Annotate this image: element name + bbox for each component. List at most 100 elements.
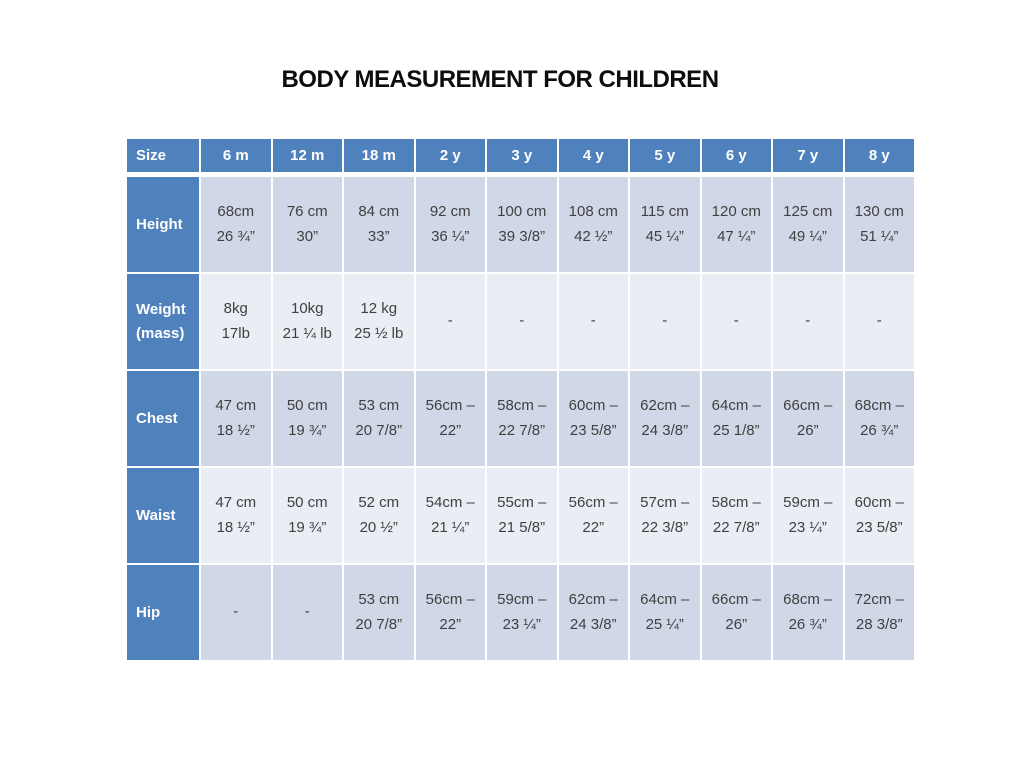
cell-line: 26 ¾”	[860, 421, 899, 439]
column-header-7-y: 7 y	[773, 139, 843, 175]
table-cell: 53 cm 20 7/8”	[344, 565, 414, 660]
cell-line: 125 cm	[783, 202, 833, 220]
table-cell: 100 cm 39 3/8”	[487, 177, 557, 272]
cell-line: 45 ¼”	[645, 227, 684, 245]
table-cell: 59cm – 23 ¼”	[773, 468, 843, 563]
table-cell: -	[272, 565, 342, 660]
column-header-5-y: 5 y	[630, 139, 700, 175]
cell-line: 25 ¼”	[645, 615, 684, 633]
table-cell: 68cm 26 ¾”	[201, 177, 271, 272]
column-header-18-m: 18 m	[344, 139, 414, 175]
cell-line: 25 1/8”	[712, 421, 760, 439]
cell-line: Chest	[136, 409, 178, 427]
cell-line: 10kg	[290, 299, 324, 317]
cell-line: 18 ½”	[216, 421, 255, 439]
cell-line: 66cm –	[711, 590, 761, 608]
table-cell: 68cm – 26 ¾”	[773, 565, 843, 660]
column-header-2-y: 2 y	[415, 139, 485, 175]
table-cell: 53 cm 20 7/8”	[344, 371, 414, 466]
row-label: Waist	[127, 468, 199, 563]
cell-line: 36 ¼”	[431, 227, 470, 245]
cell-line: 19 ¾”	[288, 421, 327, 439]
cell-line: Weight	[136, 301, 186, 319]
cell-line: 59cm –	[783, 493, 833, 511]
table-cell: 68cm – 26 ¾”	[844, 371, 914, 466]
table-cell: 120 cm 47 ¼”	[701, 177, 771, 272]
table-cell: 10kg 21 ¼ lb	[272, 274, 342, 369]
cell-line: 47 cm	[215, 493, 257, 511]
table-cell: 66cm – 26”	[701, 565, 771, 660]
cell-line: Hip	[136, 603, 161, 621]
cell-line: 64cm –	[711, 396, 761, 414]
cell-line: 56cm –	[425, 590, 475, 608]
cell-line: 62cm –	[640, 396, 690, 414]
cell-line: 42 ½”	[574, 227, 613, 245]
cell-line: 60cm –	[568, 396, 618, 414]
cell-line: 22 7/8”	[712, 518, 760, 536]
column-header-4-y: 4 y	[558, 139, 628, 175]
cell-line: 24 3/8”	[641, 421, 689, 439]
row-label: Hip	[127, 565, 199, 660]
table-cell: -	[558, 274, 628, 369]
cell-line: 66cm –	[783, 396, 833, 414]
cell-line: 59cm –	[497, 590, 547, 608]
cell-line: 21 5/8”	[498, 518, 546, 536]
table-cell: 66cm – 26”	[773, 371, 843, 466]
column-header-8-y: 8 y	[844, 139, 914, 175]
cell-line: 54cm –	[425, 493, 475, 511]
table-cell: 56cm – 22”	[415, 371, 485, 466]
cell-line: 23 5/8”	[855, 518, 903, 536]
table-cell: 8kg 17lb	[201, 274, 271, 369]
table-cell: 60cm – 23 5/8”	[844, 468, 914, 563]
cell-line: 115 cm	[640, 202, 689, 220]
table-cell: 50 cm 19 ¾”	[272, 371, 342, 466]
cell-line: -	[805, 312, 811, 330]
table-cell: 125 cm 49 ¼”	[773, 177, 843, 272]
cell-line: 92 cm	[429, 202, 471, 220]
cell-line: 50 cm	[286, 396, 328, 414]
cell-line: -	[876, 312, 882, 330]
cell-line: (mass)	[136, 324, 185, 342]
cell-line: 58cm –	[497, 396, 547, 414]
cell-line: 47 ¼”	[717, 227, 756, 245]
cell-line: 26”	[796, 421, 819, 439]
cell-line: 49 ¼”	[788, 227, 827, 245]
table-cell: 59cm – 23 ¼”	[487, 565, 557, 660]
table-cell: -	[701, 274, 771, 369]
cell-line: 56cm –	[425, 396, 475, 414]
cell-line: 20 7/8”	[355, 421, 403, 439]
cell-line: 84 cm	[358, 202, 400, 220]
cell-line: 39 3/8”	[498, 227, 546, 245]
cell-line: 120 cm	[711, 202, 761, 220]
cell-line: 19 ¾”	[288, 518, 327, 536]
cell-line: 26 ¾”	[788, 615, 827, 633]
cell-line: 33”	[367, 227, 390, 245]
cell-line: 21 ¼ lb	[282, 324, 332, 342]
cell-line: 50 cm	[286, 493, 328, 511]
cell-line: 23 ¼”	[502, 615, 541, 633]
cell-line: 23 ¼”	[788, 518, 827, 536]
cell-line: Waist	[136, 506, 176, 524]
cell-line: 22”	[439, 615, 462, 633]
table-cell: -	[487, 274, 557, 369]
cell-line: 17lb	[221, 324, 250, 342]
cell-line: 22”	[439, 421, 462, 439]
cell-line: 22 3/8”	[641, 518, 689, 536]
table-cell: -	[773, 274, 843, 369]
table-cell: 57cm – 22 3/8”	[630, 468, 700, 563]
page-title: BODY MEASUREMENT FOR CHILDREN	[281, 66, 719, 93]
table-cell: -	[201, 565, 271, 660]
size-corner-header: Size	[127, 139, 199, 175]
cell-line: 68cm –	[854, 396, 904, 414]
cell-line: 20 ½”	[359, 518, 398, 536]
cell-line: 130 cm	[854, 202, 904, 220]
cell-line: 76 cm	[286, 202, 328, 220]
table-cell: 72cm – 28 3/8”	[844, 565, 914, 660]
cell-line: 22 7/8”	[498, 421, 546, 439]
cell-line: 52 cm	[358, 493, 400, 511]
cell-line: 47 cm	[215, 396, 257, 414]
table-row-hip: Hip - - 53 cm 20 7/8” 56cm – 22” 59cm – 23 ¼” 62c…	[127, 565, 914, 660]
cell-line: -	[233, 603, 239, 621]
